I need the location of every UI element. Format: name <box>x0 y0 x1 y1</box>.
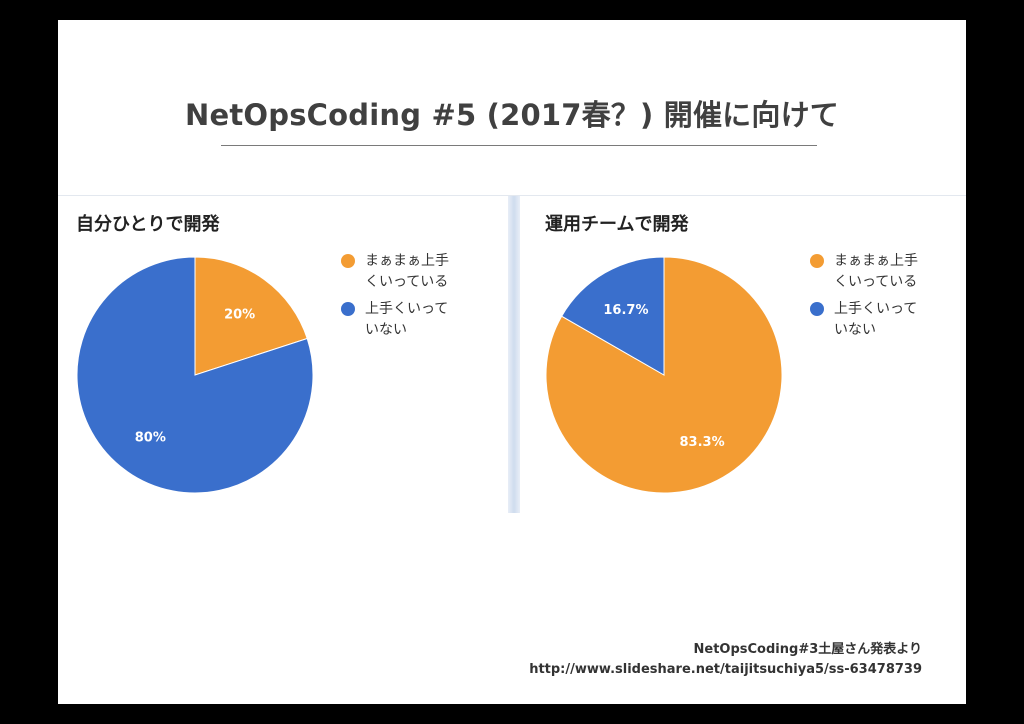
pie-slice-well <box>545 256 783 494</box>
legend-label-line: いない <box>834 322 876 338</box>
pie-slice-label: 80% <box>135 430 166 445</box>
pie-slice-well <box>194 256 308 376</box>
chart-1-title: 自分ひとりで開発 <box>76 214 220 235</box>
legend-label-line: くいっている <box>365 274 449 290</box>
legend-item: まぁまぁ上手 くいっている <box>810 251 930 293</box>
panel-divider <box>508 196 520 513</box>
pie-slice-label: 20% <box>224 308 255 323</box>
pie-slice-not-well <box>76 256 314 494</box>
legend-item: まぁまぁ上手 くいっている <box>341 251 461 293</box>
legend-label-line: いない <box>365 322 407 338</box>
pie-slice-label: 16.7% <box>603 303 648 318</box>
legend-item: 上手くいって いない <box>810 299 930 341</box>
chart-1-pie: 20% 80% <box>76 256 314 494</box>
legend-label-line: まぁまぁ上手 <box>365 253 449 269</box>
slide-title: NetOpsCoding #5 (2017春？) 開催に向けて <box>185 98 839 132</box>
legend-swatch-orange <box>341 254 355 268</box>
chart-1-legend: まぁまぁ上手 くいっている 上手くいって いない <box>341 251 461 347</box>
legend-label-line: 上手くいって <box>834 301 918 317</box>
legend-label-line: まぁまぁ上手 <box>834 253 918 269</box>
charts-band-border <box>58 195 966 196</box>
pie-slice-not-well <box>561 256 665 376</box>
legend-swatch-blue <box>810 302 824 316</box>
title-underline <box>221 145 817 146</box>
legend-label-line: 上手くいって <box>365 301 449 317</box>
legend-swatch-orange <box>810 254 824 268</box>
slide: NetOpsCoding #5 (2017春？) 開催に向けて 自分ひとりで開発… <box>58 20 966 704</box>
source-url[interactable]: http://www.slideshare.net/taijitsuchiya5… <box>529 662 922 677</box>
chart-2-title: 運用チームで開発 <box>545 214 689 235</box>
chart-2-legend: まぁまぁ上手 くいっている 上手くいって いない <box>810 251 930 347</box>
pie-slice-label: 83.3% <box>680 435 725 450</box>
legend-label-line: くいっている <box>834 274 918 290</box>
source-line-1: NetOpsCoding#3土屋さん発表より <box>693 642 922 657</box>
legend-item: 上手くいって いない <box>341 299 461 341</box>
legend-swatch-blue <box>341 302 355 316</box>
source-attribution: NetOpsCoding#3土屋さん発表より http://www.slides… <box>529 640 922 680</box>
chart-2-pie: 83.3% 16.7% <box>545 256 783 494</box>
